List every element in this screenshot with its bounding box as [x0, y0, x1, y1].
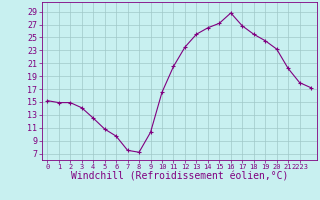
- X-axis label: Windchill (Refroidissement éolien,°C): Windchill (Refroidissement éolien,°C): [70, 172, 288, 182]
